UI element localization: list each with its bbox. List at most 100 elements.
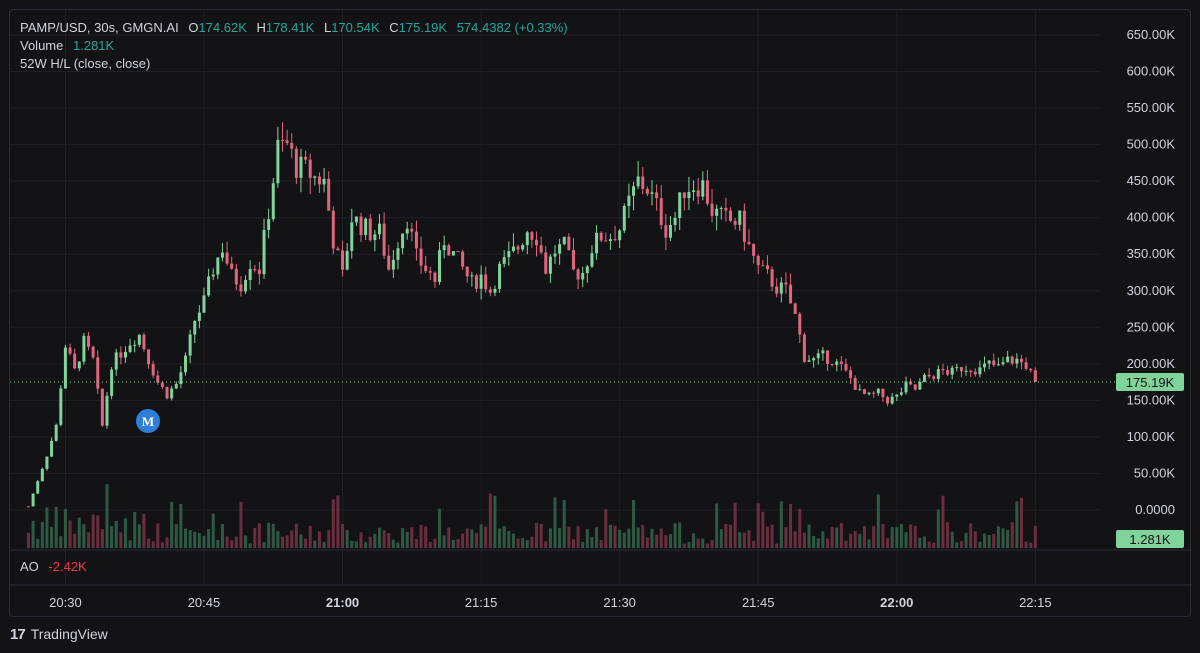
candle-body xyxy=(317,176,321,185)
volume-bar xyxy=(479,524,483,548)
volume-bar xyxy=(91,514,95,548)
candle-body xyxy=(267,219,271,230)
volume-bar xyxy=(290,530,294,548)
volume-bar xyxy=(207,529,211,548)
volume-bar xyxy=(899,524,903,548)
candle-body xyxy=(313,176,317,178)
high-label: H xyxy=(256,20,266,35)
volume-bar xyxy=(193,531,197,548)
volume-bar xyxy=(516,538,520,548)
volume-bar xyxy=(368,536,372,548)
candle-body xyxy=(941,369,945,371)
volume-bar xyxy=(216,539,220,548)
volume-bar xyxy=(821,531,825,548)
volume-bar xyxy=(63,508,67,548)
volume-bar xyxy=(26,533,30,548)
candle-body xyxy=(87,335,91,347)
chart-canvas[interactable]: 175.19K 1.281K M 650.00K 600.00K 550.00K 500… xyxy=(10,10,1192,618)
footer[interactable]: 17 TradingView xyxy=(10,623,108,645)
candle-body xyxy=(336,248,340,251)
candle-body xyxy=(765,265,769,270)
candle-body xyxy=(165,386,169,399)
candle-body xyxy=(608,239,612,241)
volume-bar xyxy=(373,533,377,548)
candle-body xyxy=(91,346,95,358)
volume-bar xyxy=(59,536,63,548)
marker-badge[interactable]: M xyxy=(136,409,160,433)
time-tick-label: 21:15 xyxy=(465,595,498,610)
volume-bar xyxy=(493,495,497,548)
volume-bar xyxy=(710,540,714,548)
candle-body xyxy=(627,195,631,206)
symbol-title[interactable]: PAMP/USD, 30s, GMGN.AI xyxy=(20,20,179,35)
tradingview-logo-icon: 17 xyxy=(10,625,26,643)
candle-body xyxy=(308,159,312,178)
volume-bar xyxy=(73,533,77,548)
volume-bar xyxy=(936,509,940,548)
candle-body xyxy=(867,392,871,394)
candle-body xyxy=(553,253,557,257)
volume-bar xyxy=(959,541,963,548)
candle-body xyxy=(729,210,733,221)
volume-bar xyxy=(433,538,437,548)
price-tick-label: 450.00K xyxy=(1127,173,1176,188)
volume-bar xyxy=(585,529,589,548)
candle-body xyxy=(539,245,543,253)
candle-body xyxy=(673,217,677,225)
close-label: C xyxy=(389,20,399,35)
volume-legend[interactable]: Volume 1.281K xyxy=(20,37,114,55)
candle-body xyxy=(1001,362,1005,365)
volume-bar xyxy=(304,538,308,548)
price-axis[interactable]: 650.00K 600.00K 550.00K 500.00K 450.00K 400.0… xyxy=(1127,27,1176,517)
volume-bar xyxy=(853,531,857,548)
time-axis[interactable]: 20:30 20:45 21:00 21:15 21:30 21:45 22:00 22:15 xyxy=(49,595,1051,610)
price-tick-label: 550.00K xyxy=(1127,100,1176,115)
candle-body xyxy=(322,178,326,185)
volume-bar xyxy=(285,535,289,548)
candle-body xyxy=(488,289,492,293)
candle-body xyxy=(890,396,894,404)
candle-body xyxy=(373,234,377,241)
candle-body xyxy=(359,216,363,236)
candle-body xyxy=(936,369,940,379)
volume-bar xyxy=(456,539,460,548)
candle-body xyxy=(470,275,474,277)
volume-bar xyxy=(922,536,926,548)
volume-bar xyxy=(535,523,539,548)
time-tick-label: 20:30 xyxy=(49,595,82,610)
candle-body xyxy=(715,208,719,216)
time-tick-label: 22:15 xyxy=(1019,595,1052,610)
volume-bar xyxy=(590,537,594,548)
volume-bar xyxy=(502,526,506,548)
volume-bar xyxy=(1010,522,1014,548)
volume-bar xyxy=(142,513,146,548)
volume-bar xyxy=(969,523,973,548)
volume-bar xyxy=(946,522,950,548)
candle-body xyxy=(913,384,917,390)
open-label: O xyxy=(188,20,199,35)
low-value: 170.54K xyxy=(331,20,380,35)
volume-bar xyxy=(742,532,746,548)
candle-body xyxy=(595,232,599,254)
candle-body xyxy=(36,481,40,494)
candle-body xyxy=(401,233,405,249)
ohlc-legend[interactable]: PAMP/USD, 30s, GMGN.AI O174.62K H178.41K… xyxy=(20,19,568,37)
volume-bar xyxy=(544,541,548,548)
candle-body xyxy=(156,375,160,383)
candle-body xyxy=(1015,358,1019,364)
volume-bar xyxy=(128,540,132,548)
candle-body xyxy=(816,353,820,359)
volume-bar xyxy=(317,531,321,548)
volume-bar xyxy=(627,528,631,548)
volume-bar xyxy=(341,523,345,548)
volume-bar xyxy=(511,533,515,548)
candle-body xyxy=(1019,358,1023,363)
candle-body xyxy=(105,395,109,426)
candle-body xyxy=(761,265,765,267)
ao-legend[interactable]: AO -2.42K xyxy=(20,558,87,576)
indicator-52w-legend[interactable]: 52W H/L (close, close) xyxy=(20,55,150,73)
volume-bar xyxy=(599,540,603,548)
candle-body xyxy=(170,388,174,399)
volume-bar xyxy=(470,529,474,548)
volume-bar xyxy=(770,524,774,548)
